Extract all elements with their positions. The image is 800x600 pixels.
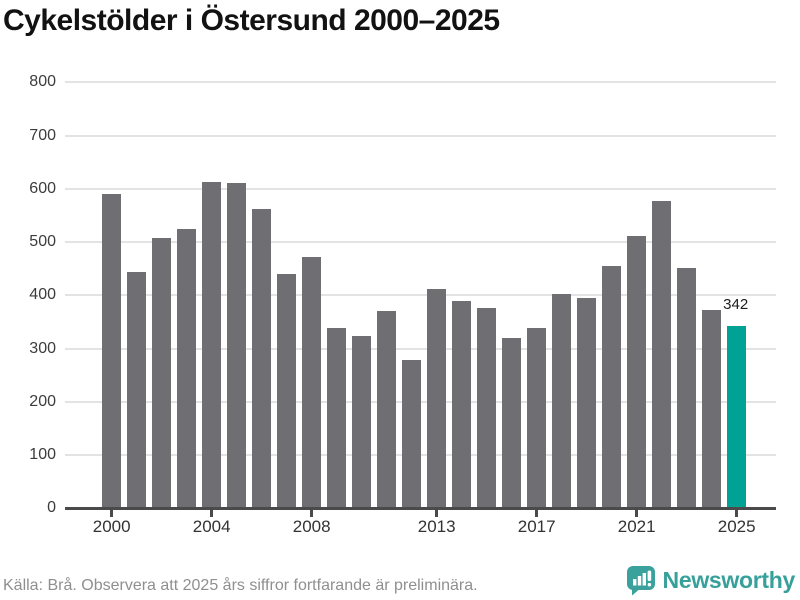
bar-2011 bbox=[377, 310, 397, 509]
highlight-value-label: 342 bbox=[723, 296, 749, 314]
x-tick-2008 bbox=[310, 509, 313, 517]
bar-2007 bbox=[277, 274, 297, 509]
x-tick-label-2000: 2000 bbox=[92, 517, 131, 536]
bar-2009 bbox=[327, 327, 347, 509]
bar-2012 bbox=[402, 360, 422, 509]
bar-2002 bbox=[152, 237, 172, 509]
x-tick-2000 bbox=[110, 509, 113, 517]
x-tick-2021 bbox=[635, 509, 638, 517]
x-tick-label-2017: 2017 bbox=[517, 517, 556, 536]
y-tick-label-200: 200 bbox=[29, 392, 56, 410]
x-tick-label-2004: 2004 bbox=[192, 517, 231, 536]
source-note: Källa: Brå. Observera att 2025 års siffr… bbox=[3, 577, 478, 594]
x-tick-label-2008: 2008 bbox=[292, 517, 331, 536]
x-tick-2004 bbox=[210, 509, 213, 517]
bar-2008 bbox=[302, 256, 322, 509]
bar-2006 bbox=[252, 208, 272, 509]
bar-2019 bbox=[577, 297, 597, 509]
gridline-700 bbox=[65, 134, 776, 137]
gridline-300 bbox=[65, 347, 776, 350]
newsworthy-bubble-chart-icon bbox=[626, 565, 656, 596]
bar-2022 bbox=[652, 201, 672, 509]
bar-2001 bbox=[127, 271, 147, 509]
x-tick-label-2025: 2025 bbox=[717, 517, 756, 536]
y-tick-label-500: 500 bbox=[29, 233, 56, 251]
x-tick-2017 bbox=[535, 509, 538, 517]
chart-title: Cykelstölder i Östersund 2000–2025 bbox=[3, 4, 500, 37]
bar-2014 bbox=[452, 300, 472, 509]
y-tick-label-700: 700 bbox=[29, 126, 56, 144]
x-tick-2013 bbox=[435, 509, 438, 517]
bar-2003 bbox=[177, 228, 197, 509]
newsworthy-logo[interactable]: Newsworthy bbox=[626, 565, 795, 596]
x-tick-2025 bbox=[735, 509, 738, 517]
y-tick-label-0: 0 bbox=[47, 499, 56, 517]
y-tick-label-100: 100 bbox=[29, 446, 56, 464]
bar-2023 bbox=[677, 268, 697, 509]
x-tick-label-2013: 2013 bbox=[417, 517, 456, 536]
y-tick-label-600: 600 bbox=[29, 179, 56, 197]
gridline-600 bbox=[65, 187, 776, 190]
x-axis bbox=[65, 506, 776, 510]
newsworthy-wordmark: Newsworthy bbox=[662, 567, 796, 593]
bar-2005 bbox=[227, 183, 247, 509]
bar-2018 bbox=[552, 294, 572, 509]
bar-2024 bbox=[702, 309, 722, 509]
y-tick-label-300: 300 bbox=[29, 339, 56, 357]
bar-2017 bbox=[527, 328, 547, 509]
y-tick-label-800: 800 bbox=[29, 73, 56, 91]
bar-2010 bbox=[352, 335, 372, 509]
bar-2004 bbox=[202, 181, 222, 509]
bar-2013 bbox=[427, 289, 447, 509]
gridline-400 bbox=[65, 294, 776, 297]
bar-2015 bbox=[477, 307, 497, 509]
bar-2025 bbox=[727, 326, 747, 509]
y-tick-label-400: 400 bbox=[29, 286, 56, 304]
x-tick-label-2021: 2021 bbox=[617, 517, 656, 536]
bar-2020 bbox=[602, 266, 622, 509]
bar-2016 bbox=[502, 337, 522, 509]
bar-2021 bbox=[627, 236, 647, 509]
bar-2000 bbox=[102, 194, 122, 509]
gridline-500 bbox=[65, 241, 776, 244]
gridline-800 bbox=[65, 81, 776, 84]
